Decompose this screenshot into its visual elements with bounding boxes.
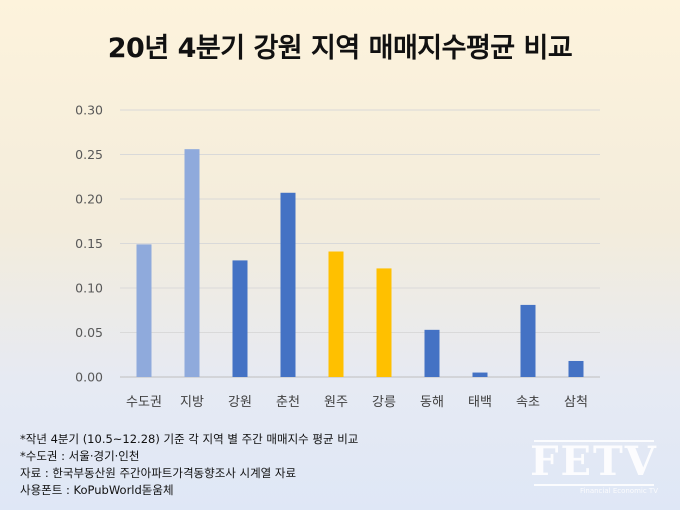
fetv-logo: FETV Financial Economic TV bbox=[530, 438, 658, 498]
x-category-label: 강릉 bbox=[372, 395, 396, 410]
bar bbox=[472, 372, 488, 377]
bar bbox=[376, 268, 392, 377]
gridlines bbox=[120, 109, 600, 378]
x-category-label: 수도권 bbox=[126, 395, 162, 410]
y-tick-label: 0.10 bbox=[75, 281, 103, 296]
y-tick-label: 0.00 bbox=[75, 370, 103, 385]
bar bbox=[184, 149, 200, 377]
footnotes: *작년 4분기 (10.5~12.28) 기준 각 지역 별 주간 매매지수 평… bbox=[20, 431, 358, 499]
bar-chart: 0.00 0.05 0.10 0.15 0.20 0.25 0.30 수도권 지방 강원 춘천 원주… bbox=[75, 103, 600, 410]
bar bbox=[568, 360, 584, 377]
y-tick-label: 0.20 bbox=[75, 192, 103, 207]
bar bbox=[520, 304, 536, 377]
footnote-source: 자료 : 한국부동산원 주간아파트가격동향조사 시계열 자료 bbox=[20, 466, 297, 480]
bar bbox=[328, 251, 344, 377]
x-category-label: 원주 bbox=[324, 395, 348, 410]
bar bbox=[136, 244, 152, 377]
x-category-label: 태백 bbox=[468, 395, 492, 410]
y-tick-label: 0.25 bbox=[75, 147, 103, 162]
footnote-period: *작년 4분기 (10.5~12.28) 기준 각 지역 별 주간 매매지수 평… bbox=[20, 432, 359, 446]
bar bbox=[280, 192, 296, 377]
y-tick-label: 0.05 bbox=[75, 325, 103, 340]
logo-subtitle: Financial Economic TV bbox=[579, 487, 658, 495]
x-category-label: 강원 bbox=[228, 395, 252, 410]
y-tick-label: 0.15 bbox=[75, 236, 103, 251]
x-category-label: 삼척 bbox=[564, 395, 588, 410]
x-category-label: 춘천 bbox=[276, 395, 300, 410]
footnote-font: 사용폰트 : KoPubWorld돋움체 bbox=[20, 483, 174, 497]
x-axis-labels: 수도권 지방 강원 춘천 원주 강릉 동해 태백 속초 삼척 bbox=[126, 395, 588, 410]
bar bbox=[424, 329, 440, 377]
bar bbox=[232, 260, 248, 377]
footnote-capital-area: *수도권 : 서울·경기·인천 bbox=[20, 449, 140, 463]
x-category-label: 지방 bbox=[180, 395, 204, 410]
y-axis-ticks: 0.00 0.05 0.10 0.15 0.20 0.25 0.30 bbox=[75, 103, 103, 385]
logo-line-bottom bbox=[534, 484, 654, 486]
y-tick-label: 0.30 bbox=[75, 103, 103, 118]
chart-title: 20년 4분기 강원 지역 매매지수평균 비교 bbox=[107, 33, 573, 64]
bars bbox=[136, 149, 584, 377]
logo-line-top bbox=[534, 440, 654, 442]
logo-text: FETV bbox=[530, 438, 658, 485]
x-category-label: 속초 bbox=[516, 395, 540, 410]
x-category-label: 동해 bbox=[420, 395, 444, 410]
